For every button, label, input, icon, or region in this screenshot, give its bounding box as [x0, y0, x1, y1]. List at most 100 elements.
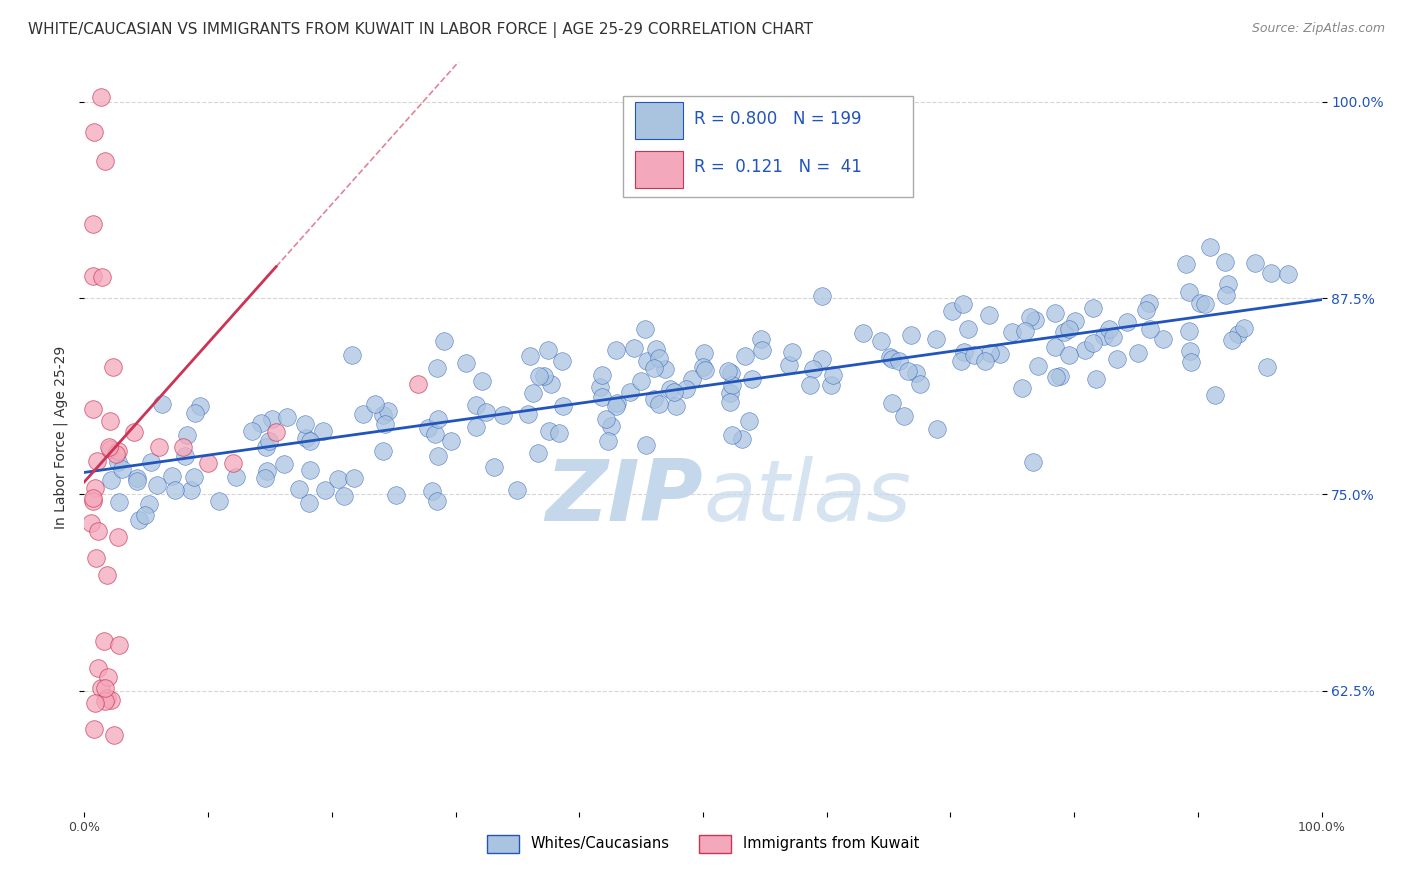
Point	[540, 376, 562, 391]
Point	[695, 363, 717, 377]
Point	[1226, 327, 1249, 342]
Point	[82, 269, 104, 284]
Point	[778, 358, 800, 372]
Point	[294, 417, 316, 432]
Point	[636, 354, 658, 368]
Point	[111, 462, 134, 476]
Point	[1139, 322, 1161, 336]
Point	[870, 334, 893, 349]
Point	[138, 497, 160, 511]
Point	[426, 449, 449, 463]
Point	[643, 360, 665, 375]
Point	[598, 434, 620, 448]
Point	[720, 366, 742, 380]
Point	[183, 405, 205, 419]
Point	[645, 342, 668, 356]
Point	[173, 449, 195, 463]
Point	[146, 478, 169, 492]
Point	[427, 412, 450, 426]
Point	[83, 125, 105, 139]
Point	[150, 397, 173, 411]
Point	[440, 434, 463, 449]
Point	[94, 694, 117, 708]
Point	[717, 364, 740, 378]
Point	[82, 217, 104, 231]
Point	[1220, 334, 1243, 348]
Point	[426, 493, 449, 508]
Point	[1057, 321, 1080, 335]
Point	[90, 681, 112, 695]
Point	[474, 405, 496, 419]
Point	[957, 322, 980, 336]
Text: WHITE/CAUCASIAN VS IMMIGRANTS FROM KUWAIT IN LABOR FORCE | AGE 25-29 CORRELATION: WHITE/CAUCASIAN VS IMMIGRANTS FROM KUWAI…	[28, 22, 813, 38]
Point	[107, 638, 129, 652]
Point	[880, 395, 903, 409]
Point	[910, 377, 932, 392]
Point	[1126, 345, 1149, 359]
Point	[454, 356, 477, 370]
Point	[385, 488, 408, 502]
Point	[1152, 332, 1174, 346]
Point	[1135, 303, 1157, 318]
Point	[721, 428, 744, 442]
Point	[1137, 296, 1160, 310]
Point	[718, 395, 741, 409]
FancyBboxPatch shape	[636, 103, 683, 139]
Point	[643, 392, 665, 406]
Point	[1189, 295, 1212, 310]
Point	[1174, 257, 1197, 271]
Point	[606, 395, 628, 409]
Point	[176, 427, 198, 442]
Point	[1001, 325, 1024, 339]
Point	[1194, 297, 1216, 311]
Point	[107, 529, 129, 543]
Point	[1204, 388, 1226, 402]
Point	[180, 483, 202, 497]
Point	[371, 444, 394, 458]
Point	[588, 380, 610, 394]
Point	[82, 491, 104, 505]
Point	[148, 440, 170, 454]
Point	[1045, 370, 1067, 384]
Point	[634, 321, 657, 335]
Point	[82, 494, 104, 508]
Point	[97, 670, 120, 684]
Point	[423, 427, 446, 442]
Point	[1178, 325, 1201, 339]
Point	[416, 420, 439, 434]
Text: R = 0.800   N = 199: R = 0.800 N = 199	[695, 110, 862, 128]
Point	[952, 297, 974, 311]
Point	[522, 385, 544, 400]
Point	[1215, 288, 1237, 302]
FancyBboxPatch shape	[623, 96, 914, 197]
Point	[823, 368, 845, 383]
Point	[526, 445, 548, 459]
Point	[107, 455, 129, 469]
Point	[364, 397, 387, 411]
Point	[100, 473, 122, 487]
Point	[100, 414, 122, 428]
Point	[537, 424, 560, 438]
Point	[1105, 352, 1128, 367]
Point	[591, 368, 613, 382]
Point	[1043, 340, 1066, 354]
Point	[273, 457, 295, 471]
Point	[276, 410, 298, 425]
Point	[1244, 256, 1267, 270]
Point	[897, 364, 920, 378]
Point	[553, 399, 575, 413]
Point	[420, 484, 443, 499]
Point	[128, 513, 150, 527]
Point	[799, 377, 821, 392]
Point	[605, 343, 627, 358]
Point	[1053, 325, 1076, 339]
Point	[731, 432, 754, 446]
Point	[623, 341, 645, 355]
Point	[1116, 315, 1139, 329]
Point	[664, 384, 686, 399]
Point	[87, 524, 110, 538]
Point	[925, 422, 948, 436]
Point	[693, 346, 716, 360]
Point	[1057, 348, 1080, 362]
Point	[533, 369, 555, 384]
